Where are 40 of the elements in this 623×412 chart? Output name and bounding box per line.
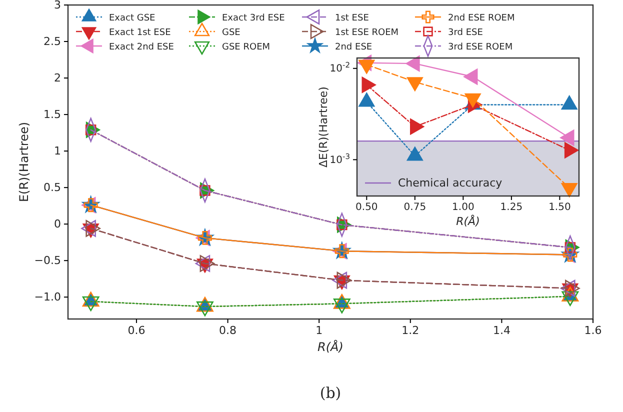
x-tick-label: 1.4 [492, 324, 510, 337]
y-tick-label: −1.0 [34, 290, 61, 304]
y-axis-title: ΔE(R)(Hartree) [317, 86, 330, 168]
legend-label: Chemical accuracy [398, 176, 503, 190]
x-tick-label: 0.75 [404, 202, 426, 214]
legend-label: 1st ESE ROEM [335, 28, 399, 38]
y-tick-label: 1.5 [44, 108, 61, 122]
legend-label: GSE [222, 28, 241, 38]
y-tick-label: 2.5 [44, 35, 61, 48]
x-tick-label: 0.6 [128, 324, 146, 337]
x-tick-label: 0.50 [356, 202, 378, 214]
legend-label: 3rd ESE ROEM [448, 42, 513, 52]
legend-label: Exact GSE [109, 14, 156, 24]
legend-label: 2nd ESE [335, 42, 372, 52]
legend-label: Exact 1st ESE [109, 28, 172, 38]
legend-label: 1st ESE [335, 14, 370, 24]
legend-label: Exact 3rd ESE [222, 14, 286, 24]
y-tick-label: 10$^{-2}$ [330, 60, 350, 75]
legend-label: 3rd ESE [448, 28, 484, 38]
x-tick-label: 1.2 [402, 324, 420, 337]
x-axis-title: R(Å) [318, 338, 344, 354]
y-axis-title: E(R)(Hartree) [17, 122, 31, 202]
x-tick-label: 1.6 [584, 324, 602, 337]
legend-label: 2nd ESE ROEM [448, 14, 515, 24]
y-tick-label: 2 [54, 72, 61, 85]
y-tick-label: 3 [54, 0, 61, 12]
y-tick-label: 1 [54, 144, 61, 158]
x-tick-label: 1.50 [548, 202, 571, 214]
y-tick-label: 0.5 [44, 181, 61, 194]
legend-label: GSE ROEM [222, 42, 270, 52]
y-tick-label: −0.5 [34, 254, 61, 268]
y-tick-label: 0 [54, 218, 61, 231]
y-tick-label: 10$^{-3}$ [330, 151, 350, 166]
x-axis-title: R(Å) [456, 214, 480, 228]
x-tick-label: 1 [316, 324, 323, 337]
x-tick-label: 1.25 [500, 202, 523, 214]
text: (b) [320, 384, 342, 402]
x-tick-label: 1.00 [452, 202, 474, 214]
legend-label: Exact 2nd ESE [109, 42, 174, 52]
x-tick-label: 0.8 [219, 324, 237, 337]
